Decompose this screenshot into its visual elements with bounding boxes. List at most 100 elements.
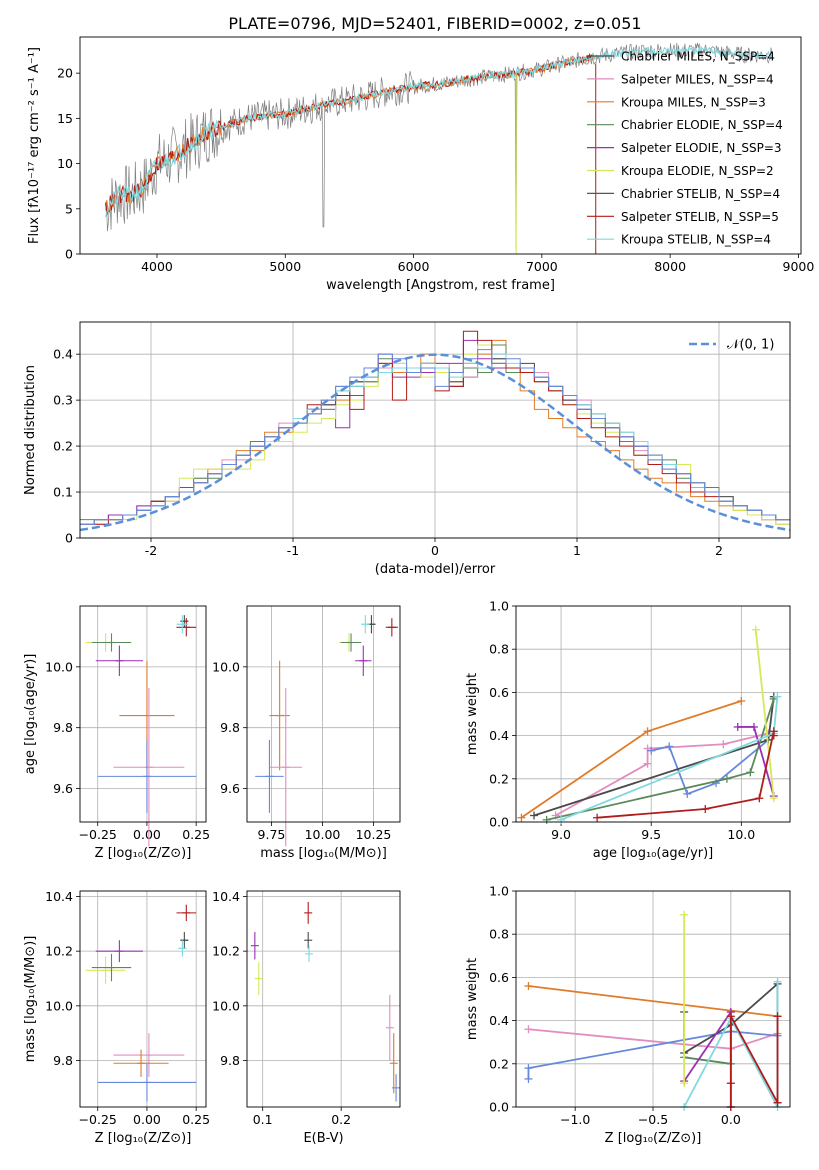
y-tick-label: 9.8 [53,720,73,735]
error-bar-point [113,1033,185,1077]
y-tick-label: 0.8 [489,927,509,942]
x-tick-label: 10.25 [356,827,392,842]
error-bar-point [176,615,189,634]
x-axis-label: E(B-V) [303,1131,343,1146]
y-tick-label: 0.2 [53,439,73,454]
x-tick-label: 9.75 [258,827,286,842]
y-tick-label: 5 [65,201,73,216]
legend-entry: Chabrier ELODIE, N_SSP=4 [621,118,783,132]
error-bar-point [254,962,263,995]
x-tick-label: -2 [145,543,157,558]
axes-frame [515,890,791,1108]
y-tick-label: 10.0 [45,659,73,674]
plot-area [524,910,782,1111]
x-axis-label: wavelength [Angstrom, rest frame] [326,278,555,293]
y-tick-label: 0 [65,247,73,262]
y-axis-label: mass [log₁₀(M/M⊙)] [23,936,38,1063]
y-tick-label: 0.0 [489,815,509,830]
error-bar-point [91,953,132,982]
x-tick-label: 0.25 [182,827,210,842]
legend-entry: Kroupa STELIB, N_SSP=4 [621,233,771,247]
spectrum-panel: 4000 5000 6000 7000 8000 9000 0 5 10 15 20 waveleng… [27,36,814,293]
y-tick-label: 0.4 [489,728,509,743]
error-bar-point [304,901,313,924]
axes-frame [79,605,207,823]
x-tick-label: −1.0 [560,1112,590,1127]
error-bar-point [180,615,189,628]
error-bar-point [91,633,132,652]
x-tick-label: 8000 [654,259,686,274]
axes-frame [79,321,791,539]
legend-entry: Salpeter STELIB, N_SSP=5 [621,210,779,224]
plot-area [517,625,782,824]
y-axis-label: Flux [fλ10⁻¹⁷ erg cm⁻² s⁻¹ A⁻¹] [27,47,42,244]
error-bar-point [269,660,290,771]
y-tick-label: 0.2 [489,771,509,786]
error-bar-point [178,940,187,957]
x-tick-label: 10.0 [727,827,755,842]
x-tick-label: −0.25 [79,1112,117,1127]
weight-line-blue_series [527,1030,778,1079]
plot-area [250,901,401,1102]
error-bar-point [340,633,362,652]
y-axis-label: Normed distribution [23,365,38,495]
y-tick-label: 9.8 [220,720,240,735]
y-tick-label: 0.0 [489,1100,509,1115]
plot-area [85,904,197,1102]
model-line-kroupa_stelib [105,45,773,218]
y-tick-label: 1.0 [489,599,509,614]
x-tick-label: 0.00 [133,827,161,842]
error-bar-point [304,932,313,949]
x-tick-label: 0.2 [331,1112,351,1127]
error-bar-point [255,739,284,813]
weight-line-chabrier_miles [533,696,775,817]
axes-frame [79,890,207,1108]
error-bar-point [355,645,372,676]
y-tick-label: 0.4 [53,347,73,362]
x-tick-label: 7000 [526,259,558,274]
x-tick-label: 10.00 [305,827,341,842]
x-tick-label: −0.5 [638,1112,668,1127]
y-tick-label: 10.4 [45,889,73,904]
y-axis-label: mass weight [465,958,480,1040]
y-tick-label: 0.1 [53,485,73,500]
legend-entry: Chabrier MILES, N_SSP=4 [621,50,775,64]
y-tick-label: 0.4 [489,1013,509,1028]
gaussian-curve [79,353,791,532]
y-tick-label: 9.6 [220,781,240,796]
x-tick-label: 5000 [269,259,301,274]
y-tick-label: 10.2 [45,944,73,959]
x-axis-label: Z [log₁₀(Z/Z⊙)] [95,1131,192,1146]
ebv-mass-panel: 0.1 0.2 9.8 10.0 10.2 10.4 E(B-V) [212,889,401,1146]
error-bar-point [85,956,126,984]
y-tick-label: 9.8 [53,1053,73,1068]
error-bar-point [385,618,398,637]
error-bar-point [176,618,197,637]
y-tick-label: 9.8 [220,1053,240,1068]
z-age-panel: −0.25 0.00 0.25 9.6 9.8 10.0 Z [log₁₀(Z/Z⊙)] ag… [23,605,210,861]
legend-entry: 𝒩(0, 1) [727,338,774,353]
error-bar-point [97,1063,197,1102]
weight-line-chabrier_elodie [546,698,775,821]
x-axis-label: age [log₁₀(age/yr)] [593,846,714,861]
x-tick-label: 9.0 [551,827,571,842]
error-bar-point [389,1033,398,1094]
error-bar-point [95,645,143,676]
figure-title: PLATE=0796, MJD=52401, FIBERID=0002, z=0… [228,14,641,33]
error-bar-point [180,932,189,949]
plot-area [79,330,791,532]
plot-area [105,42,773,254]
y-tick-label: 0.2 [489,1056,509,1071]
y-tick-label: 10 [57,156,73,171]
y-tick-label: 20 [57,66,73,81]
model-line-salpeter_stelib [105,52,596,216]
error-bar-point [304,945,313,963]
x-tick-label: 4000 [141,259,173,274]
y-tick-label: 10.0 [212,998,240,1013]
model-line-kroupa_miles [105,52,596,214]
error-bar-point [113,1049,169,1077]
residuals-panel: -2 -1 0 1 2 0 0.1 0.2 0.3 0.4 (data-model)/error No… [23,321,791,577]
y-axis-label: age [log₁₀(age/yr)] [23,654,38,775]
x-axis-label: mass [log₁₀(M/M⊙)] [260,846,387,861]
x-tick-label: 0.1 [253,1112,273,1127]
